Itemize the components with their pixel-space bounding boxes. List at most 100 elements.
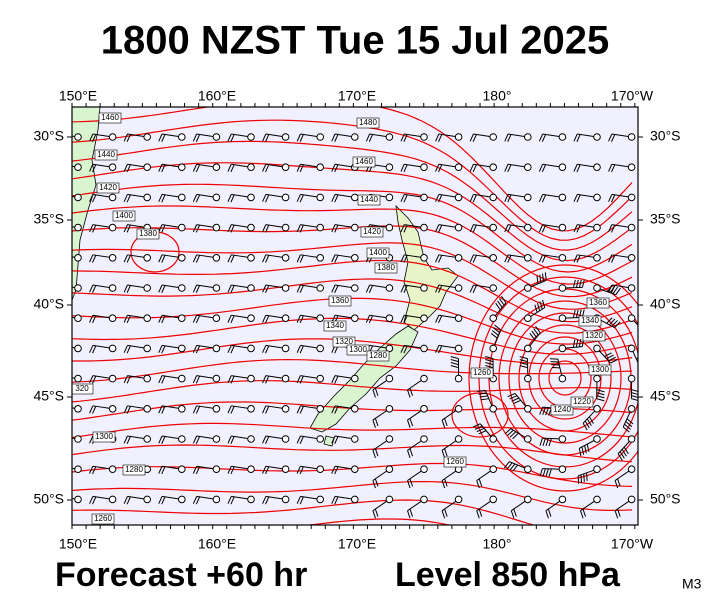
station xyxy=(385,314,394,323)
barb-feather xyxy=(608,224,613,233)
barb-feather xyxy=(435,284,440,293)
barb-feather xyxy=(435,224,440,233)
barb-feather xyxy=(400,345,405,353)
station xyxy=(316,193,325,202)
stewart-island xyxy=(323,435,335,447)
barb-feather xyxy=(541,134,547,142)
barb-feather xyxy=(608,254,613,263)
station xyxy=(247,344,255,353)
contour-line xyxy=(72,205,633,285)
barb-feather xyxy=(608,284,613,293)
barb-feather xyxy=(126,496,131,505)
barb-feather xyxy=(195,375,201,384)
station xyxy=(178,253,186,262)
barb-feather xyxy=(368,285,374,293)
barb-feather xyxy=(409,478,414,487)
station xyxy=(143,284,151,292)
contour-label-box xyxy=(578,315,602,327)
barb-feather xyxy=(533,328,539,336)
barb-feather xyxy=(296,345,301,353)
barb-feather xyxy=(617,478,621,487)
barb-feather xyxy=(230,375,235,384)
station xyxy=(74,314,82,323)
barb-feather xyxy=(296,254,301,263)
barb-feather xyxy=(195,345,201,354)
station xyxy=(593,495,601,504)
barb-feather xyxy=(368,315,374,324)
station xyxy=(178,314,186,323)
barb-feather xyxy=(444,508,448,517)
station xyxy=(281,465,290,474)
contour-line xyxy=(72,380,633,403)
station xyxy=(247,314,255,323)
contour-label: 1440 xyxy=(360,195,378,204)
station xyxy=(524,405,532,413)
contour-label: 1360 xyxy=(589,298,607,307)
contour-label: 320 xyxy=(75,384,89,393)
station xyxy=(524,374,532,383)
barb-feather xyxy=(578,279,582,288)
barb-feather xyxy=(334,134,339,142)
contour-label-box xyxy=(94,149,118,161)
barb-feather xyxy=(519,362,528,366)
barb-feather xyxy=(548,468,552,477)
station xyxy=(281,314,290,323)
latitude-label: 35°S xyxy=(650,211,681,227)
map-frame xyxy=(71,106,639,526)
barb-feather xyxy=(509,395,518,400)
contour-label-box xyxy=(586,297,610,309)
barb-feather xyxy=(534,304,538,313)
barb-feather xyxy=(296,496,301,504)
contour-label-box xyxy=(112,210,136,222)
barb-feather xyxy=(438,134,443,142)
barb-feather xyxy=(504,194,509,202)
barb-feather xyxy=(227,164,232,172)
barb-feather xyxy=(296,375,301,384)
barb-feather xyxy=(504,254,509,263)
station xyxy=(351,253,359,262)
station xyxy=(524,193,532,202)
barb-feather xyxy=(158,435,163,444)
barb-feather xyxy=(403,345,408,354)
barb-feather xyxy=(89,133,94,142)
station xyxy=(212,133,221,141)
station xyxy=(489,133,498,141)
station xyxy=(558,344,567,353)
barb-feather xyxy=(192,466,198,474)
station xyxy=(143,163,151,171)
station xyxy=(420,465,428,474)
barb-feather xyxy=(195,496,201,505)
barb-feather xyxy=(497,300,503,308)
station xyxy=(489,193,498,202)
north-island xyxy=(395,204,459,331)
barb-feather xyxy=(299,345,304,354)
barb-feather xyxy=(573,164,578,172)
contour-label: 1220 xyxy=(573,397,591,406)
barb-feather xyxy=(126,224,131,233)
station xyxy=(178,284,186,292)
station xyxy=(454,133,463,141)
station xyxy=(524,223,532,232)
station xyxy=(178,405,186,413)
barb-feather xyxy=(541,255,547,263)
station xyxy=(351,465,359,474)
station xyxy=(454,253,463,262)
barb-feather xyxy=(195,285,201,293)
barb-feather xyxy=(372,480,376,489)
barb-feather xyxy=(400,164,405,172)
barb-feather xyxy=(158,375,163,384)
barb-feather xyxy=(230,164,235,173)
latitude-label: 45°S xyxy=(650,388,681,404)
barb-feather xyxy=(572,339,576,348)
barb-feather xyxy=(296,315,301,323)
barb-feather xyxy=(400,284,405,293)
barb-feather xyxy=(265,315,270,324)
station xyxy=(489,435,498,443)
station xyxy=(420,284,428,292)
longitude-label: 170°E xyxy=(338,88,376,104)
barb-feather xyxy=(161,345,166,354)
barb-feather xyxy=(614,321,621,328)
barb-feather xyxy=(299,194,304,203)
longitude-label: 150°E xyxy=(59,536,97,552)
